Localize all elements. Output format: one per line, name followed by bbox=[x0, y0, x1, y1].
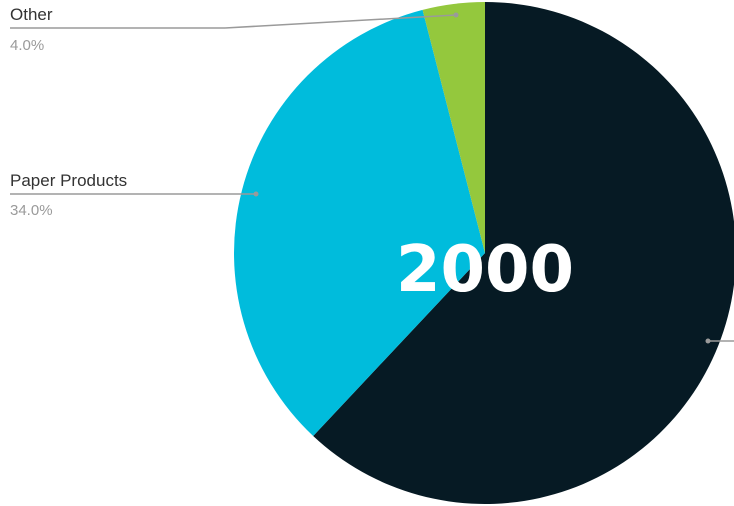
leader-dot-other bbox=[453, 12, 459, 18]
label-group-main-slice bbox=[705, 338, 734, 344]
pie-slices bbox=[234, 2, 734, 504]
leader-dot-main-slice bbox=[705, 338, 711, 344]
slice-percent-paper-products: 34.0% bbox=[10, 202, 53, 219]
slice-percent-other: 4.0% bbox=[10, 37, 44, 54]
label-group-paper-products: Paper Products 34.0% bbox=[10, 171, 259, 219]
pie-slice-main bbox=[313, 2, 734, 504]
leader-dot-paper-products bbox=[253, 191, 259, 197]
leader-line-other-diag bbox=[224, 14, 457, 29]
slice-label-paper-products: Paper Products bbox=[10, 171, 127, 190]
pie-slice-other bbox=[422, 2, 485, 253]
label-group-other: Other 4.0% bbox=[10, 5, 459, 54]
chart-title: 2000 bbox=[396, 233, 574, 307]
pie-slice-paper-products bbox=[234, 9, 485, 436]
slice-label-other: Other bbox=[10, 5, 53, 24]
